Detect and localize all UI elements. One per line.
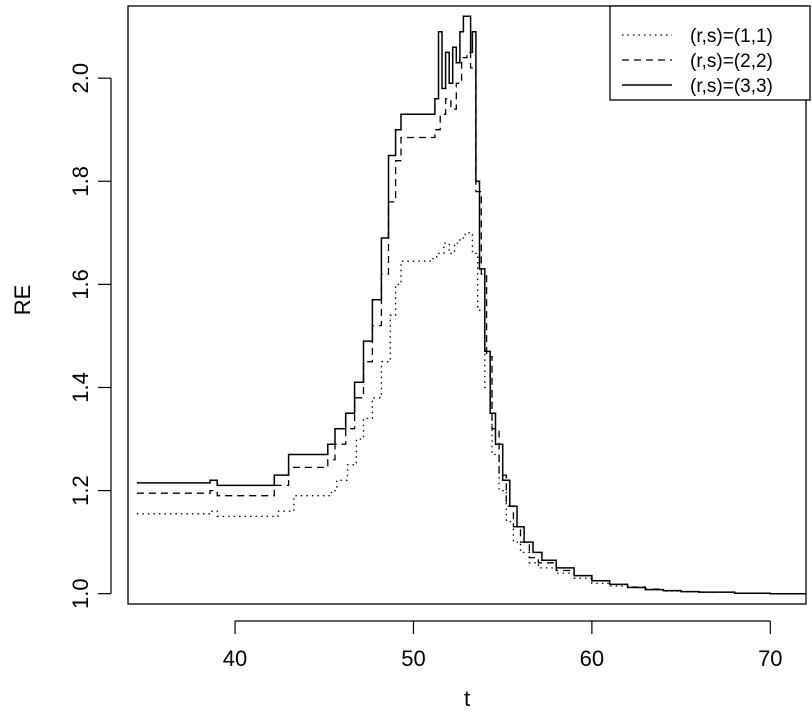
y-tick-label: 1.8 xyxy=(68,166,93,197)
y-tick-label: 1.6 xyxy=(68,269,93,300)
series-layer xyxy=(136,15,806,595)
y-tick-label: 1.2 xyxy=(68,475,93,506)
legend-label-3: (r,s)=(3,3) xyxy=(690,76,773,97)
x-axis-label: t xyxy=(464,686,470,711)
x-tick-label: 70 xyxy=(758,646,782,671)
x-tick-label: 50 xyxy=(401,646,425,671)
y-axis-label: RE xyxy=(10,285,35,316)
series-line-1 xyxy=(136,232,806,595)
y-tick-label: 2.0 xyxy=(68,63,93,94)
series-line-3 xyxy=(136,15,806,595)
legend: (r,s)=(1,1) (r,s)=(2,2) (r,s)=(3,3) xyxy=(609,5,811,101)
y-tick-label: 1.4 xyxy=(68,372,93,403)
legend-label-2: (r,s)=(2,2) xyxy=(690,51,773,72)
x-axis: 40 50 60 70 xyxy=(223,620,783,671)
y-axis: 1.0 1.2 1.4 1.6 1.8 2.0 xyxy=(68,63,112,609)
plot-frame xyxy=(127,5,807,605)
x-tick-label: 60 xyxy=(580,646,604,671)
series-line-2 xyxy=(136,51,806,595)
legend-box xyxy=(609,5,811,101)
y-tick-label: 1.0 xyxy=(68,578,93,609)
x-tick-label: 40 xyxy=(223,646,247,671)
legend-label-1: (r,s)=(1,1) xyxy=(690,26,773,47)
